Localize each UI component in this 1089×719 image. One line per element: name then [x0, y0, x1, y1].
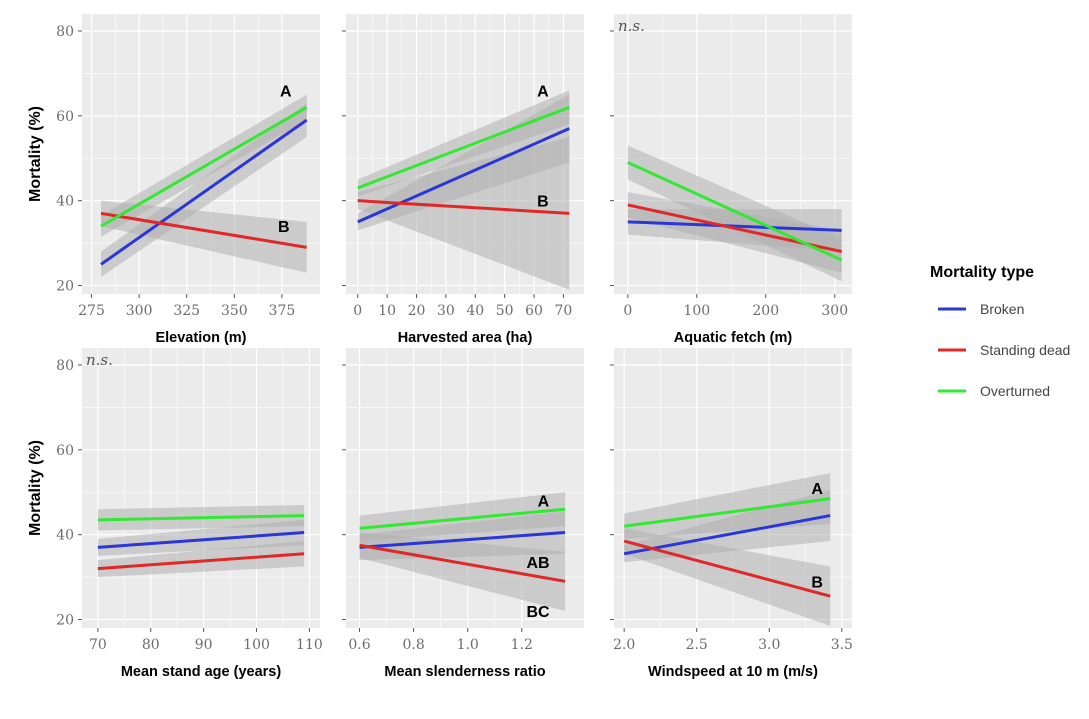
x-tick-label: 2.5 — [686, 637, 708, 653]
x-tick-label: 375 — [269, 303, 296, 319]
legend-label-overturned: Overturned — [980, 383, 1050, 399]
series-line-standing-dead — [100, 211, 307, 249]
x-tick-label: 300 — [126, 303, 153, 319]
x-tick-label: 0.8 — [402, 637, 424, 653]
y-axis-label: Mortality (%) — [27, 440, 44, 536]
x-tick-label: 10 — [378, 303, 396, 319]
panel-5: 0.6 0.8 1.0 1.2 A AB BC Mean slenderness ratio — [342, 348, 584, 680]
x-tick-label: 1.0 — [457, 637, 479, 653]
x-tick-label: 30 — [437, 303, 455, 319]
y-tick-label: 80 — [56, 358, 74, 374]
x-axis-label: Mean stand age (years) — [121, 664, 282, 680]
ci-ribbon-standing-dead — [97, 541, 305, 578]
panel-3: 0 100 200 300 n.s. Aquatic fetch (m) — [610, 14, 852, 346]
y-tick-label: 20 — [56, 279, 74, 295]
significance-letter: A — [811, 481, 823, 498]
x-axis-label: Elevation (m) — [155, 330, 246, 346]
series-line-broken — [97, 531, 305, 549]
series-line-broken — [357, 127, 570, 224]
x-tick-label: 20 — [408, 303, 426, 319]
series-line-overturned — [359, 507, 566, 530]
series-line-standing-dead — [357, 199, 570, 215]
panel-1: 275 300 325 350 375 20 40 60 80 A B Elevation (m) Mo… — [27, 14, 320, 346]
y-tick-label: 40 — [56, 528, 74, 544]
y-tick-label: 60 — [56, 443, 74, 459]
x-tick-label: 1.2 — [511, 637, 533, 653]
y-axis-label: Mortality (%) — [27, 106, 44, 202]
y-tick-label: 80 — [56, 24, 74, 40]
series-line-broken — [100, 118, 308, 266]
panel-6: 2.0 2.5 3.0 3.5 A B Windspeed at 10 m (m/s) — [610, 348, 853, 680]
x-tick-label: 350 — [221, 303, 248, 319]
significance-letter: BC — [526, 604, 550, 621]
series-line-standing-dead — [623, 539, 831, 598]
x-tick-label: 100 — [683, 303, 710, 319]
x-tick-label: 3.5 — [831, 637, 853, 653]
significance-note: n.s. — [86, 351, 113, 369]
x-tick-label: 110 — [296, 637, 323, 653]
x-tick-label: 300 — [821, 303, 848, 319]
panel-2: 0 10 20 30 40 50 60 70 A B Harvested area (ha) — [342, 14, 584, 346]
x-axis-label: Aquatic fetch (m) — [674, 330, 793, 346]
series-line-overturned — [357, 105, 570, 190]
x-tick-label: 2.0 — [613, 637, 635, 653]
series-line-overturned — [97, 514, 305, 522]
y-tick-label: 60 — [56, 109, 74, 125]
series-line-broken — [627, 220, 842, 232]
x-tick-label: 0 — [353, 303, 362, 319]
significance-letter: B — [278, 219, 290, 236]
x-tick-label: 60 — [525, 303, 543, 319]
legend-label-standing-dead: Standing dead — [980, 342, 1070, 358]
x-tick-label: 0.6 — [348, 637, 370, 653]
series-line-broken — [623, 514, 831, 556]
ci-ribbon-overturned — [359, 492, 566, 542]
y-tick-label: 40 — [56, 194, 74, 210]
series-line-overturned — [100, 106, 308, 228]
panel-4: 70 80 90 100 110 20 40 60 80 n.s. Mean stand age (… — [27, 348, 323, 680]
x-tick-label: 0 — [623, 303, 632, 319]
legend-label-broken: Broken — [980, 301, 1024, 317]
ci-ribbon-standing-dead — [624, 528, 831, 626]
x-axis-label: Harvested area (ha) — [398, 330, 533, 346]
significance-letter: A — [280, 83, 292, 100]
series-line-broken — [359, 531, 566, 549]
x-tick-label: 90 — [195, 637, 213, 653]
x-tick-label: 80 — [142, 637, 160, 653]
series-line-standing-dead — [97, 552, 305, 571]
series-line-overturned — [623, 497, 831, 528]
significance-letter: B — [811, 574, 823, 591]
legend-title: Mortality type — [930, 264, 1034, 281]
x-axis-label: Mean slenderness ratio — [384, 664, 545, 680]
ci-ribbon-standing-dead — [359, 532, 566, 612]
x-tick-label: 200 — [752, 303, 779, 319]
x-tick-label: 70 — [89, 637, 107, 653]
ci-ribbon-overturned — [357, 90, 570, 197]
x-tick-label: 100 — [243, 637, 270, 653]
panel-background — [82, 348, 320, 628]
x-tick-label: 325 — [173, 303, 200, 319]
x-axis-label: Windspeed at 10 m (m/s) — [648, 664, 818, 680]
legend: Mortality type Broken Standing dead Over… — [930, 264, 1070, 399]
x-tick-label: 3.0 — [758, 637, 780, 653]
series-line-overturned — [627, 161, 843, 262]
ci-ribbon-standing-dead — [101, 200, 307, 273]
x-tick-label: 70 — [555, 303, 573, 319]
significance-letter: A — [538, 494, 550, 511]
x-tick-label: 50 — [496, 303, 514, 319]
significance-letter: A — [537, 83, 549, 100]
series-line-standing-dead — [359, 543, 566, 583]
significance-letter: AB — [526, 555, 549, 572]
x-tick-label: 40 — [466, 303, 484, 319]
significance-letter: B — [537, 194, 549, 211]
ci-ribbon-standing-dead — [357, 137, 570, 290]
ci-ribbon-overturned — [627, 145, 842, 282]
ci-ribbon-overturned — [624, 473, 831, 539]
significance-note: n.s. — [618, 17, 645, 35]
y-tick-label: 20 — [56, 613, 74, 629]
x-tick-label: 275 — [78, 303, 105, 319]
